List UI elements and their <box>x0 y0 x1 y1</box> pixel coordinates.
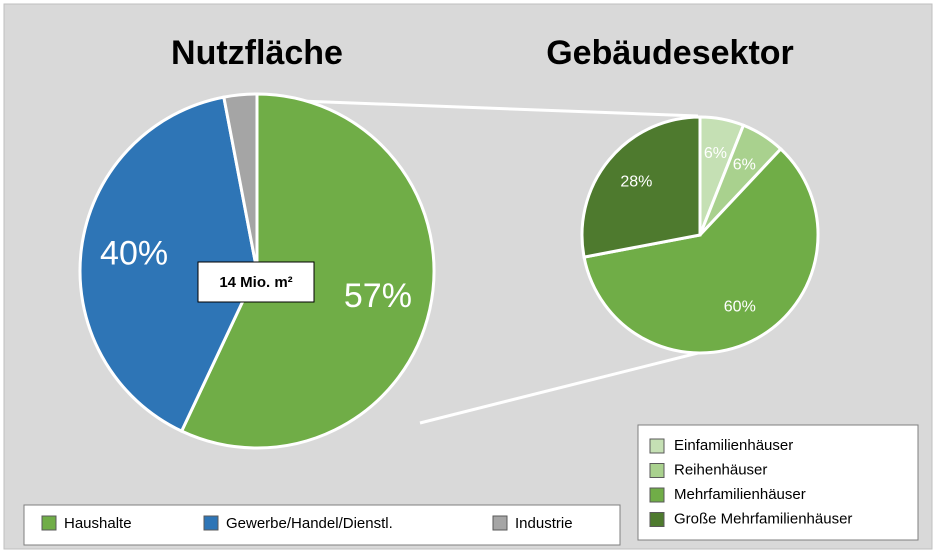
pie-slice <box>580 115 702 259</box>
data-label: 40% <box>100 234 168 272</box>
legend-label: Haushalte <box>64 515 132 532</box>
connector <box>299 99 699 118</box>
legend-swatch <box>649 438 665 454</box>
legend-swatch <box>649 487 665 503</box>
data-label: 28% <box>620 174 652 191</box>
legend-swatch <box>203 515 219 531</box>
data-label: 60% <box>724 299 756 316</box>
legend-label: Industrie <box>515 515 573 532</box>
legend-label: Mehrfamilienhäuser <box>674 486 806 503</box>
legend-label: Gewerbe/Handel/Dienstl. <box>226 515 393 532</box>
annotation-box <box>197 261 315 303</box>
legend-label: Einfamilienhäuser <box>674 437 793 454</box>
legend-swatch <box>649 512 665 527</box>
legend-label: Reihenhäuser <box>674 461 767 478</box>
data-label: 6% <box>704 145 727 162</box>
pie-slice <box>582 146 820 355</box>
annotation: 14 Mio. m² <box>219 274 292 291</box>
data-label: 57% <box>344 277 412 315</box>
legend-box <box>23 504 621 546</box>
legend-swatch <box>41 515 57 531</box>
chart-title: Nutzfläche <box>171 34 343 72</box>
legend-box <box>637 424 919 541</box>
data-label: 6% <box>733 156 756 173</box>
pie-slice <box>78 95 259 434</box>
connector <box>419 351 699 425</box>
legend-swatch <box>492 515 508 531</box>
chart-title: Gebäudesektor <box>546 34 794 72</box>
legend-swatch <box>649 463 665 478</box>
pie-slice <box>222 92 259 272</box>
legend-label: Große Mehrfamilienhäuser <box>674 510 852 527</box>
